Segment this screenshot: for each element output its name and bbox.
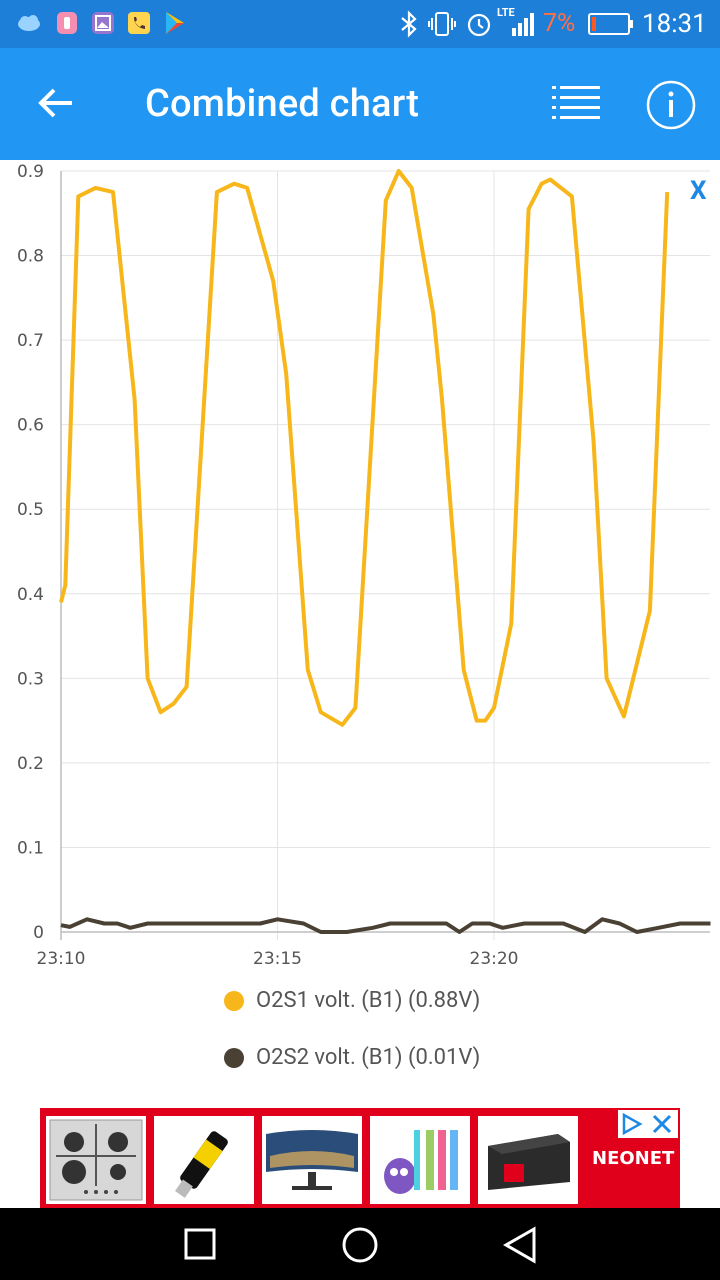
legend-label: O2S1 volt. (B1) (0.88V) <box>256 988 481 1013</box>
status-bar: LTE 7% 18:31 <box>0 0 720 48</box>
battery-icon <box>588 13 633 35</box>
home-icon[interactable] <box>341 1226 379 1264</box>
recents-icon[interactable] <box>184 1228 216 1260</box>
y-tick-label: 0.4 <box>17 585 44 605</box>
y-tick-label: 0 <box>33 923 44 943</box>
gallery-icon <box>92 12 114 34</box>
y-tick-label: 0.7 <box>17 331 44 351</box>
toothbrush-image <box>384 1130 458 1194</box>
ad-product-toothbrush[interactable] <box>370 1116 470 1204</box>
play-store-icon <box>166 12 184 34</box>
alarm-icon <box>467 13 491 37</box>
vibrate-icon <box>428 12 456 36</box>
combined-chart[interactable]: 0.9 0.8 0.7 0.6 0.5 0.4 0.3 0.2 0.1 0 23:10 23:15 2… <box>0 160 720 1096</box>
legend-item-o2s1[interactable]: O2S1 volt. (B1) (0.88V) <box>224 988 480 1013</box>
legend-label: O2S2 volt. (B1) (0.01V) <box>256 1045 481 1070</box>
info-icon[interactable] <box>646 80 696 130</box>
network-type: LTE <box>497 6 515 19</box>
y-tick-label: 0.6 <box>17 416 44 436</box>
ad-brand[interactable]: NEONET <box>592 1148 675 1169</box>
ad-product-printer[interactable] <box>478 1116 578 1204</box>
bluetooth-icon <box>401 10 417 38</box>
page-title: Combined chart <box>145 82 420 126</box>
x-tick-label: 23:10 <box>37 949 86 969</box>
series-line-o2s1 <box>59 169 670 727</box>
navigation-bar <box>0 1208 720 1280</box>
printer-image <box>488 1134 570 1190</box>
ad-banner[interactable]: NEONET <box>0 1096 720 1208</box>
ad-choices-close-icon[interactable] <box>618 1110 678 1138</box>
battery-percent: 7% <box>543 9 576 38</box>
usb-drive-image <box>174 1131 228 1198</box>
series-line-o2s2 <box>60 917 711 934</box>
y-tick-label: 0.8 <box>17 247 44 267</box>
y-tick-label: 0.5 <box>17 500 44 520</box>
y-tick-label: 0.9 <box>17 162 44 182</box>
phone-app-icon <box>128 12 150 34</box>
back-nav-icon[interactable] <box>502 1226 538 1264</box>
app-notification-icon <box>57 12 77 34</box>
close-chart-button[interactable]: X <box>690 176 707 206</box>
legend-marker <box>224 990 244 1011</box>
ad-product-monitor[interactable] <box>262 1116 362 1204</box>
ad-product-usb[interactable] <box>154 1116 254 1204</box>
list-menu-icon[interactable] <box>552 84 600 124</box>
monitor-image <box>266 1130 358 1190</box>
back-arrow-icon[interactable] <box>36 86 74 120</box>
gas-hob-image <box>49 1119 143 1201</box>
y-tick-label: 0.1 <box>17 838 44 858</box>
chart-canvas: 0.9 0.8 0.7 0.6 0.5 0.4 0.3 0.2 0.1 0 23:10 23:15 2… <box>17 162 711 969</box>
ad-product-hob[interactable] <box>46 1116 146 1204</box>
x-tick-label: 23:15 <box>253 949 302 969</box>
y-tick-label: 0.3 <box>17 669 44 689</box>
legend-item-o2s2[interactable]: O2S2 volt. (B1) (0.01V) <box>224 1045 480 1070</box>
x-tick-label: 23:20 <box>470 949 519 969</box>
legend-marker <box>224 1047 244 1068</box>
signal-icon <box>512 13 534 36</box>
cloud-app-icon <box>18 15 40 31</box>
app-bar: Combined chart <box>0 48 720 160</box>
clock: 18:31 <box>642 9 707 39</box>
y-tick-label: 0.2 <box>17 754 44 774</box>
ad-frame[interactable]: NEONET <box>40 1108 680 1208</box>
